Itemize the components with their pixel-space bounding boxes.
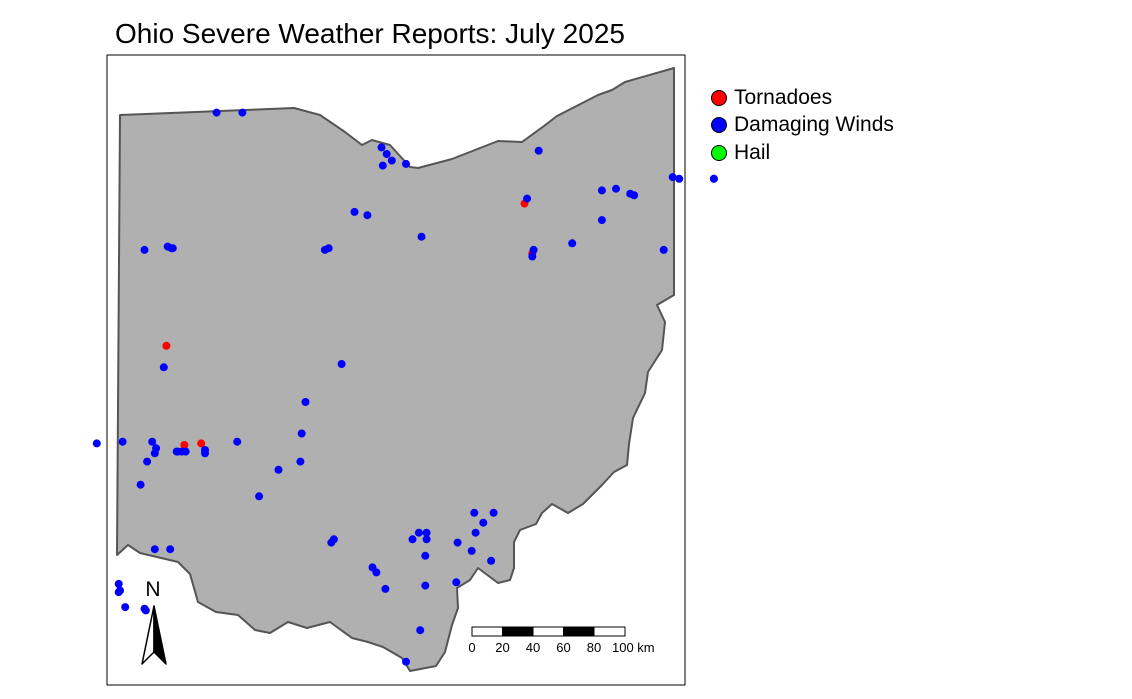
tornado-swatch [711,89,727,106]
legend-item-hail: Hail [711,139,894,167]
damaging-wind-report-point [121,603,130,612]
damaging-wind-report-point [422,535,431,544]
damaging-wind-report-point [377,143,386,152]
damaging-wind-report-point [201,449,209,458]
damaging-wind-report-point [471,528,480,537]
damaging-wind-report-point [372,568,381,577]
damaging-wind-report-point [417,232,426,241]
tornado-report-point [197,439,206,448]
damaging-wind-report-point [408,535,417,544]
damaging-wind-report-point [523,194,532,203]
damaging-wind-report-point [467,546,476,555]
damaging-wind-report-point [402,657,410,666]
hail-swatch [711,144,727,161]
damaging-wind-report-point [296,457,305,466]
damaging-wind-report-point [141,606,150,615]
damaging-wind-report-point [114,588,123,597]
damaging-wind-report-point [159,363,168,372]
damaging-wind-report-point [416,626,425,635]
damaging-wind-report-point [659,245,668,254]
damaging-wind-report-point [136,480,145,489]
damaging-wind-report-point [597,216,606,225]
scale-bar: 0 20 40 60 80 100 km [468,626,655,655]
damaging-wind-report-point [453,538,462,547]
damaging-wind-report-point [421,551,430,560]
damaging-wind-report-point [350,207,359,216]
damaging-wind-report-point [181,447,190,456]
damaging-wind-report-point [150,545,159,554]
legend-label-hail: Hail [734,140,771,164]
legend-label-tornadoes: Tornadoes [734,85,833,109]
tornado-report-point [180,441,189,449]
damaging-wind-report-point [381,584,390,593]
damaging-wind-report-point [143,457,152,466]
damaging-wind-report-point [212,108,221,117]
damaging-wind-report-point [487,556,496,565]
scale-tick-0: 0 [468,640,475,655]
scale-tick-40: 40 [526,640,540,655]
damaging-wind-report-point [118,437,127,446]
damaging-wind-report-point [422,528,431,537]
damaging-wind-report-point [233,437,242,446]
damaging-wind-report-point [668,173,677,182]
scale-tick-100: 100 km [612,640,655,655]
damaging-wind-report-point [675,174,684,183]
damaging-wind-report-point [378,161,387,170]
ohio-state-shape [116,67,675,672]
damaging-wind-report-point [470,508,479,517]
damaging-wind-report-point [238,108,247,117]
damaging-wind-report-point [709,174,718,183]
damaging-wind-report-point [92,439,101,448]
north-arrow: N [141,578,167,665]
scale-tick-20: 20 [495,640,509,655]
damaging-wind-report-point [150,449,159,458]
damaging-wind-report-point [301,398,310,406]
damaging-wind-report-point [402,159,410,168]
scale-tick-60: 60 [556,640,570,655]
damaging-wind-report-point [140,245,149,254]
scale-tick-80: 80 [587,640,601,655]
damaging-wind-report-point [452,578,461,587]
damaging-wind-reports [92,108,718,666]
wind-swatch [711,117,727,134]
damaging-wind-report-point [414,528,423,537]
legend-label-damaging-winds: Damaging Winds [734,113,894,137]
map-title: Ohio Severe Weather Reports: July 2025 [115,18,625,49]
damaging-wind-report-point [630,191,639,200]
damaging-wind-report-point [363,211,372,220]
damaging-wind-report-point [274,465,283,474]
damaging-wind-report-point [148,437,157,446]
damaging-wind-report-point [479,518,488,527]
north-arrow-label: N [145,578,160,601]
damaging-wind-report-point [534,146,543,155]
damaging-wind-report-point [297,429,306,438]
damaging-wind-report-point [612,184,620,193]
damaging-wind-report-point [166,545,175,554]
damaging-wind-report-point [597,186,606,195]
damaging-wind-report-point [337,360,346,368]
damaging-wind-report-point [387,156,396,165]
map-frame [106,54,686,686]
damaging-wind-report-point [382,150,391,158]
damaging-wind-report-point [529,245,538,254]
damaging-wind-report-point [489,508,498,517]
legend: Tornadoes Damaging Winds Hail [711,84,894,167]
damaging-wind-report-point [255,492,264,501]
legend-item-damaging-winds: Damaging Winds [711,112,894,140]
damaging-wind-report-point [329,535,338,544]
tornado-report-point [162,341,171,350]
damaging-wind-report-point [528,252,537,261]
damaging-wind-report-point [421,581,430,590]
damaging-wind-report-point [168,244,177,253]
damaging-wind-report-point [568,239,577,248]
damaging-wind-report-point [324,244,333,253]
damaging-wind-report-point [114,579,123,588]
legend-item-tornadoes: Tornadoes [711,84,894,112]
